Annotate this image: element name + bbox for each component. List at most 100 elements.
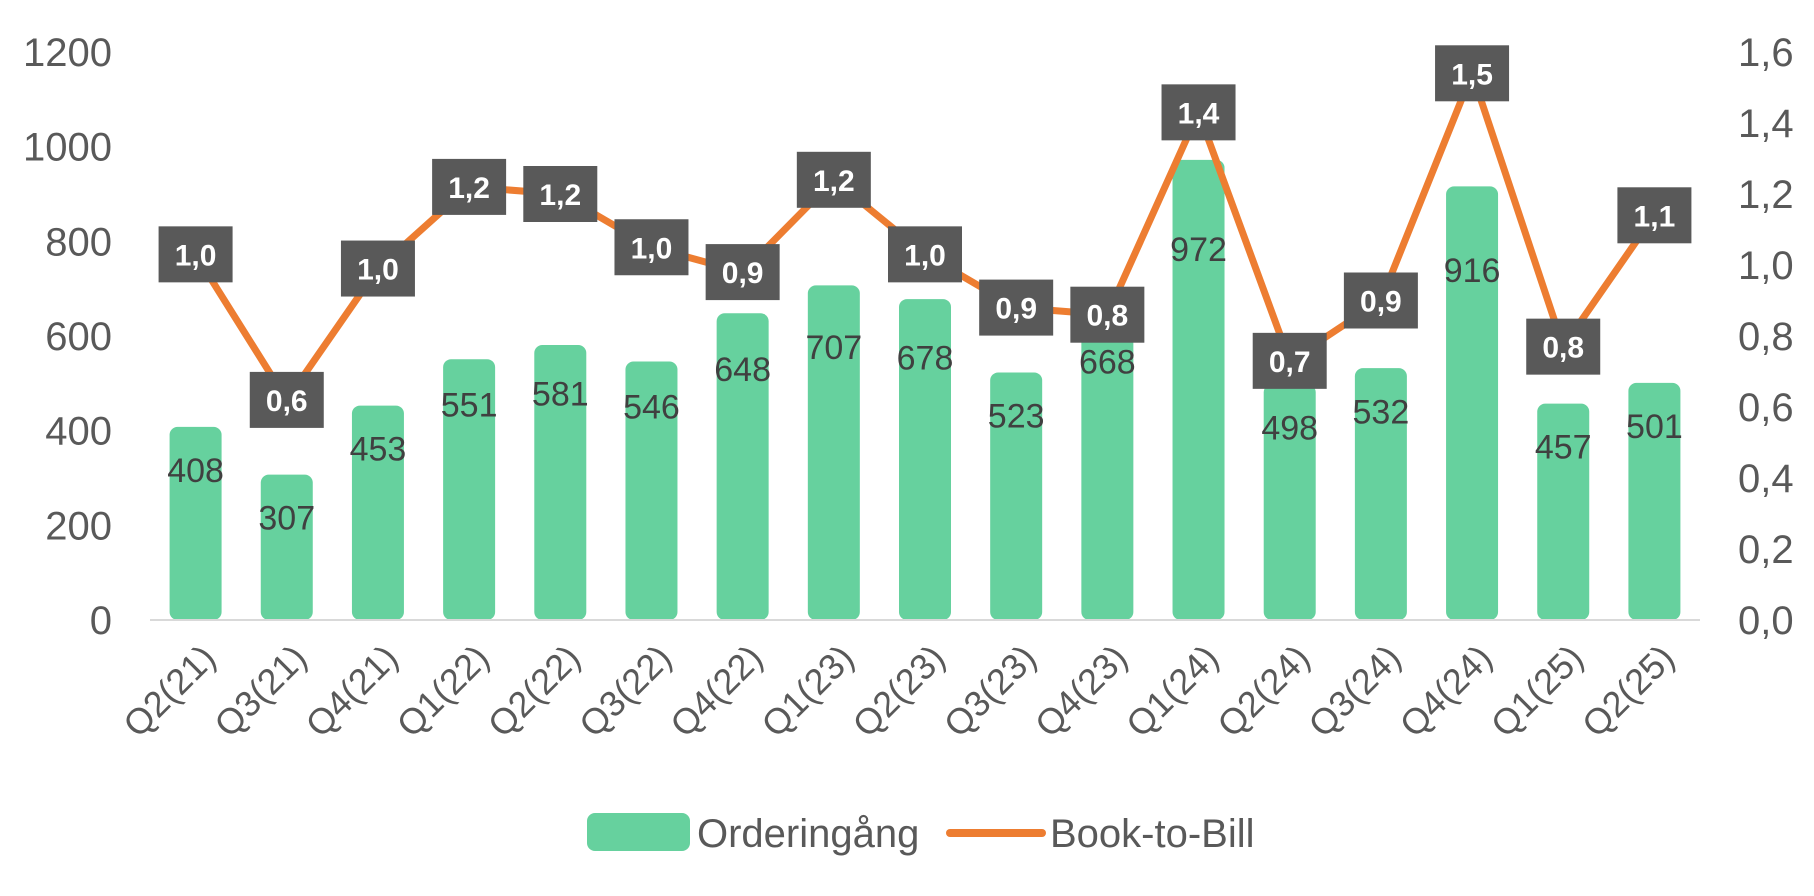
bar-orderingang (807, 285, 860, 620)
y-right-tick-label: 0,8 (1738, 315, 1794, 359)
x-tick-label: Q3(22) (571, 637, 679, 745)
line-label-box (1435, 45, 1510, 102)
bar-value-label: 453 (350, 431, 407, 469)
line-value-label: 1,4 (1178, 97, 1220, 130)
y-right-tick-label: 1,4 (1738, 102, 1794, 146)
x-tick-label: Q3(21) (206, 637, 314, 745)
bar-orderingang (1081, 303, 1134, 620)
line-value-label: 0,9 (722, 257, 764, 290)
bar-value-label: 532 (1353, 394, 1410, 432)
bar-orderingang (1354, 368, 1407, 620)
line-label-box (1161, 84, 1236, 141)
line-label-box (705, 244, 780, 301)
bar-orderingang (1446, 186, 1499, 620)
bar-value-label: 648 (714, 351, 771, 389)
bar-orderingang (443, 359, 496, 620)
line-value-label: 1,5 (1451, 58, 1493, 91)
line-value-label: 1,0 (357, 254, 399, 287)
bar-value-label: 501 (1626, 408, 1683, 446)
bar-value-label: 668 (1079, 343, 1136, 381)
x-tick-label: Q1(25) (1483, 637, 1591, 745)
line-value-label: 0,7 (1269, 346, 1311, 379)
bar-orderingang (716, 313, 769, 620)
line-label-box (1252, 332, 1327, 389)
y-axis-right: 0,0 0,2 0,4 0,6 0,8 1,0 1,2 1,4 1,6 (1738, 31, 1794, 643)
x-tick-label: Q4(22) (662, 637, 770, 745)
orderingang-bars (169, 159, 1681, 621)
line-value-label: 0,8 (1542, 332, 1584, 365)
line-value-label: 0,9 (995, 293, 1037, 326)
bar-value-label: 498 (1261, 409, 1318, 447)
book-to-bill-data-labels: 1,0 0,6 1,0 1,2 1,2 1,0 0,9 1,2 1,0 0,9 0,8 1,4 0,7 0… (158, 45, 1692, 428)
y-right-tick-label: 0,6 (1738, 386, 1794, 430)
bar-orderingang (990, 372, 1043, 620)
bar-orderingang (1537, 403, 1590, 620)
line-value-label: 0,9 (1360, 286, 1402, 319)
bar-value-label: 581 (532, 375, 589, 413)
y-axis-left: 0 200 400 600 800 1000 1200 (23, 31, 112, 643)
line-label-box (432, 158, 507, 215)
bar-value-label: 972 (1170, 231, 1227, 269)
x-tick-label: Q1(24) (1118, 637, 1226, 745)
line-label-box (1070, 286, 1145, 343)
bar-orderingang (169, 426, 222, 620)
line-value-label: 1,2 (448, 172, 490, 205)
bar-value-label: 523 (988, 397, 1045, 435)
bar-value-label: 408 (167, 452, 224, 490)
bar-orderingang (534, 344, 587, 620)
x-tick-label: Q2(22) (480, 637, 588, 745)
legend-label-orderingang: Orderingång (697, 812, 919, 856)
y-left-tick-label: 800 (45, 220, 112, 264)
x-tick-label: Q4(23) (1027, 637, 1135, 745)
legend-swatch-orderingang (587, 813, 690, 851)
y-left-tick-label: 0 (90, 599, 112, 643)
y-right-tick-label: 1,6 (1738, 31, 1794, 75)
x-tick-label: Q1(22) (389, 637, 497, 745)
line-label-box (614, 219, 689, 276)
x-tick-label: Q4(24) (1391, 637, 1499, 745)
line-label-box (979, 279, 1054, 336)
line-label-box (249, 371, 324, 428)
y-left-tick-label: 1000 (23, 126, 112, 170)
bar-orderingang (625, 361, 678, 620)
x-tick-label: Q1(23) (753, 637, 861, 745)
x-tick-label: Q4(21) (297, 637, 405, 745)
y-left-tick-label: 200 (45, 504, 112, 548)
line-label-box (1343, 272, 1418, 329)
legend-label-book-to-bill: Book-to-Bill (1050, 812, 1255, 856)
bar-data-labels: 408 307 453 551 581 546 648 707 678 523 668 972 498 5… (167, 231, 1683, 538)
line-label-box (523, 166, 598, 222)
x-tick-label: Q2(21) (115, 637, 223, 745)
bar-value-label: 707 (805, 329, 862, 367)
x-tick-label: Q2(24) (1209, 637, 1317, 745)
line-value-label: 1,0 (175, 239, 217, 272)
bar-orderingang (1172, 159, 1225, 621)
x-tick-label: Q2(25) (1574, 637, 1682, 745)
y-right-tick-label: 1,0 (1738, 244, 1794, 288)
x-tick-label: Q3(24) (1300, 637, 1408, 745)
y-left-tick-label: 1200 (23, 31, 112, 75)
line-label-box (888, 226, 962, 283)
x-tick-label: Q3(23) (936, 637, 1044, 745)
y-right-tick-label: 0,0 (1738, 599, 1794, 643)
line-label-box (340, 240, 415, 297)
bar-value-label: 916 (1444, 252, 1501, 290)
line-value-label: 1,0 (904, 239, 946, 272)
bar-value-label: 551 (441, 387, 498, 425)
line-value-label: 1,0 (631, 232, 673, 265)
bar-orderingang (1263, 384, 1316, 620)
x-tick-label: Q2(23) (844, 637, 952, 745)
line-value-label: 1,2 (539, 179, 581, 212)
bar-value-label: 546 (623, 388, 680, 426)
legend: Orderingång Book-to-Bill (587, 812, 1255, 856)
x-axis-labels: Q2(21)Q3(21)Q4(21)Q1(22)Q2(22)Q3(22)Q4(2… (115, 637, 1682, 745)
bar-orderingang (1628, 382, 1681, 620)
y-left-tick-label: 600 (45, 315, 112, 359)
line-value-label: 0,6 (266, 385, 308, 418)
bar-value-label: 307 (258, 500, 315, 538)
line-label-box (158, 226, 233, 283)
y-right-tick-label: 0,4 (1738, 457, 1794, 501)
bar-value-label: 678 (897, 340, 954, 378)
line-label-box (1617, 187, 1692, 244)
